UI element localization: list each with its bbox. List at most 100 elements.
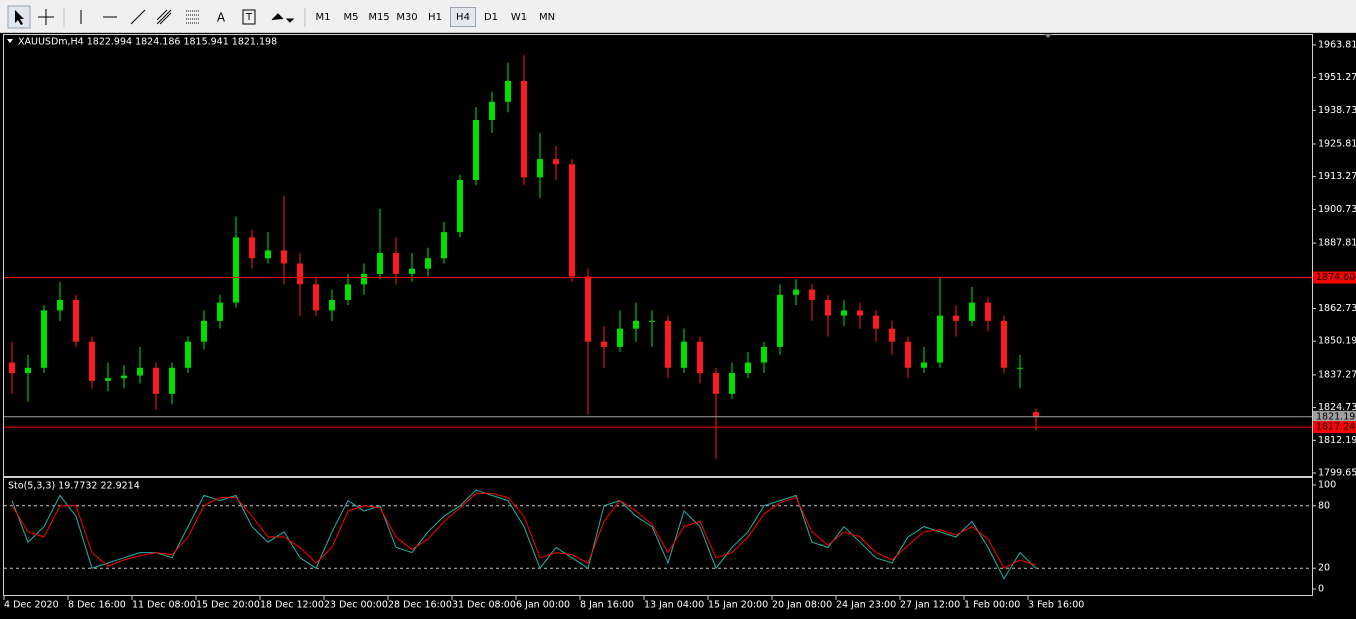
candle-body [185,341,191,368]
candle-body [809,289,815,300]
candle-body [729,372,735,394]
trendline-icon[interactable] [130,9,146,25]
candle-body [649,320,655,322]
x-tick-label: 15 Dec 20:00 [196,600,260,611]
candle-body [329,299,335,311]
candle-body [937,315,943,363]
candle-body [217,302,223,321]
timeframe-button[interactable]: M30 [396,12,418,23]
candle-body [25,367,31,373]
candle-body [921,362,927,368]
candle-body [89,341,95,381]
candle-body [105,378,111,381]
candle-body [585,276,591,342]
candle-body [393,253,399,274]
channel-icon[interactable] [156,9,172,25]
timeframe-button[interactable]: W1 [510,12,528,23]
candle-body [681,341,687,368]
x-tick-label: 31 Dec 08:00 [452,600,516,611]
toolbar: A T M1 M5 M15 M30 H1 H4 D1 W1 MN [0,0,1356,33]
timeframe-button[interactable]: M15 [368,12,390,23]
y-tick-label: 1938.730 [1318,105,1356,116]
price-tag [1313,421,1356,434]
candle-body [313,284,319,311]
candle-body [441,232,447,259]
timeframe-button[interactable]: M1 [315,12,331,23]
y-tick-label: 0 [1318,584,1324,595]
label-icon[interactable] [242,9,256,25]
text-icon[interactable]: A [217,11,226,25]
candle-body [713,372,719,394]
candle-body [985,302,991,321]
indicator-header: Sto(5,3,3) 19.7732 22.9214 [8,481,140,492]
candle-body [841,310,847,316]
symbol-header: XAUUSDm,H4 1822.994 1824.186 1815.941 18… [18,37,277,48]
price-tag-label: 1874.604 [1316,272,1356,283]
timeframe-button[interactable]: D1 [483,12,499,23]
cursor-icon [15,10,24,25]
candle-body [825,299,831,316]
candle-body [793,289,799,295]
collapse-triangle[interactable] [7,39,13,43]
candle-body [57,299,63,311]
toolbar-icons: A T [7,5,306,29]
y-tick-label: 20 [1318,563,1330,574]
candle-body [345,284,351,300]
timeframe-button[interactable]: H4 [450,7,476,27]
candle-body [1033,412,1039,417]
candle-body [569,164,575,277]
y-tick-label: 80 [1318,500,1330,511]
candle-body [617,328,623,347]
timeframe-button[interactable]: M5 [343,12,359,23]
candle-body [665,320,671,368]
price-tag-label: 1821.198 [1316,411,1356,422]
y-tick-label: 1913.270 [1318,171,1356,182]
candle-body [1017,367,1023,369]
fibo-icon[interactable] [186,10,200,24]
x-tick-label: 24 Jan 23:00 [836,600,896,611]
candle-body [857,310,863,316]
shift-marker[interactable] [1044,34,1052,38]
candle-body [473,120,479,181]
candle-body [889,328,895,342]
stochastic-line [11,489,1037,580]
candle-body [953,315,959,321]
y-tick-label: 1824.730 [1318,402,1356,413]
x-tick-label: 6 Jan 00:00 [516,600,570,611]
candle-body [905,341,911,368]
crosshair-icon[interactable] [38,9,54,25]
candle-body [377,253,383,274]
price-tag-label: 1817.247 [1316,422,1356,433]
x-tick-label: 18 Dec 12:00 [260,600,324,611]
timeframe-button[interactable]: H1 [428,12,442,23]
y-tick-label: 100 [1318,480,1336,491]
x-tick-label: 13 Jan 04:00 [644,600,704,611]
label-icon-t: T [245,12,253,23]
candle-body [281,250,287,264]
candle-body [169,367,175,394]
candle-body [425,258,431,269]
candle-body [137,367,143,376]
candle-body [537,159,543,178]
candle-body [745,362,751,373]
candle-body [361,273,367,285]
main-frame [3,34,1313,477]
y-tick-label: 1900.730 [1318,204,1356,215]
x-tick-label: 27 Jan 12:00 [900,600,960,611]
candle-body [777,294,783,347]
candle-body [489,101,495,121]
y-tick-label: 1799.650 [1318,468,1356,479]
stochastic-line [11,492,1037,569]
x-tick-label: 20 Jan 08:00 [772,600,832,611]
arrows-icon[interactable] [271,13,295,23]
candle-body [761,346,767,363]
price-tag [1313,410,1356,423]
y-tick-label: 1812.190 [1318,435,1356,446]
sub-frame [3,477,1313,596]
candle-body [233,237,239,303]
timeframe-button[interactable]: MN [538,12,556,23]
candle-body [969,302,975,321]
candle-body [265,250,271,259]
candle-body [697,341,703,373]
